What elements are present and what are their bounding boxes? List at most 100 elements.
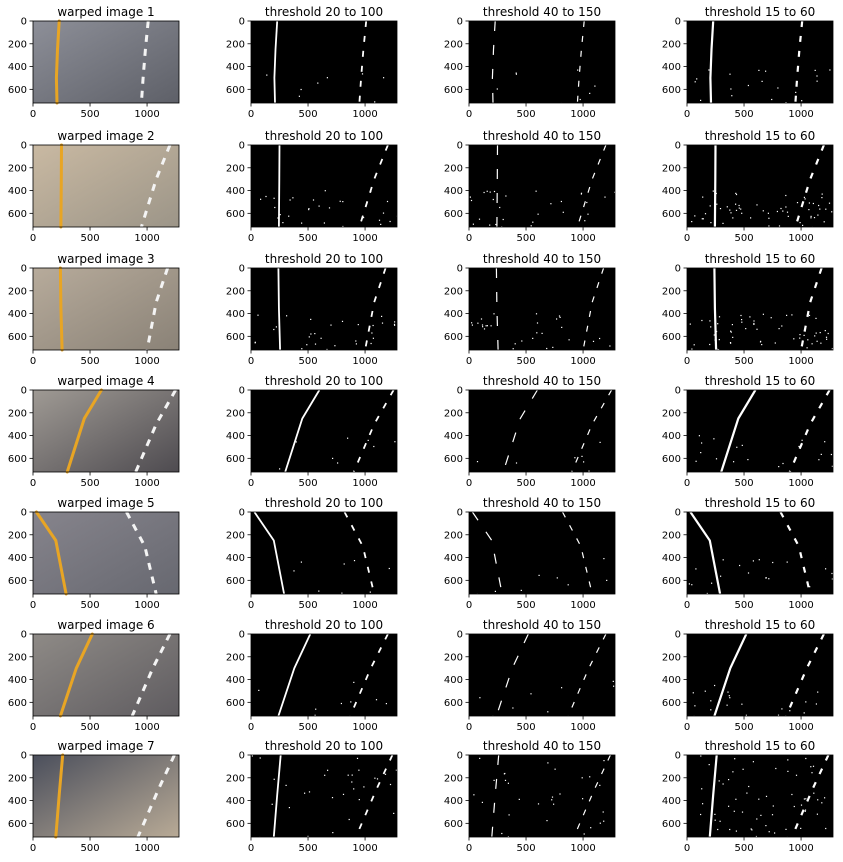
binary-background <box>687 145 833 227</box>
panel-r5-c3: threshold 40 to 150 0 500 1000 0 200 400 600 <box>444 496 616 611</box>
noise-pixel <box>560 200 562 203</box>
noise-pixel <box>386 200 389 203</box>
noise-pixel <box>702 218 704 220</box>
noise-pixel <box>747 572 750 574</box>
axes-frame <box>468 20 616 104</box>
panel-title: threshold 20 to 100 <box>265 618 383 632</box>
noise-pixel <box>735 203 737 205</box>
binary-background <box>469 755 615 837</box>
x-tick-label: 500 <box>298 600 317 611</box>
noise-pixel <box>351 774 353 776</box>
noise-pixel <box>547 711 549 713</box>
y-tick-label: 200 <box>226 652 245 663</box>
y-tick-label: 600 <box>8 332 27 343</box>
noise-pixel <box>768 831 770 833</box>
axes-frame <box>250 511 398 595</box>
panel-title: warped image 6 <box>57 618 154 632</box>
noise-pixel <box>789 710 791 712</box>
x-tick-label: 0 <box>684 722 690 733</box>
noise-pixel <box>295 441 297 443</box>
panel-title: warped image 5 <box>57 496 154 510</box>
panel-r5-c2: threshold 20 to 100 0 500 1000 0 200 400 600 <box>226 496 398 611</box>
x-tick-label: 0 <box>684 600 690 611</box>
y-tick-label: 400 <box>226 309 245 320</box>
noise-pixel <box>599 784 601 786</box>
noise-pixel <box>805 798 807 800</box>
noise-pixel <box>814 335 816 337</box>
noise-pixel <box>603 558 605 560</box>
noise-pixel <box>786 314 788 316</box>
noise-pixel <box>824 797 826 799</box>
y-tick-label: 400 <box>662 186 681 197</box>
panel-r7-c1: warped image 7 0 500 1000 0 200 400 600 <box>8 739 180 854</box>
x-tick-label: 500 <box>516 478 535 489</box>
noise-pixel <box>751 829 753 831</box>
noise-pixel <box>709 205 711 207</box>
noise-pixel <box>530 225 532 227</box>
axes-frame <box>468 389 616 473</box>
noise-pixel <box>738 207 740 209</box>
noise-pixel <box>286 315 288 317</box>
noise-pixel <box>293 570 295 572</box>
noise-pixel <box>483 191 485 194</box>
noise-pixel <box>741 319 743 321</box>
panel-r5-c4: threshold 15 to 60 0 500 1000 0 200 400 600 <box>662 496 834 611</box>
x-tick-label: 500 <box>734 478 753 489</box>
noise-pixel <box>357 324 359 326</box>
noise-pixel <box>514 343 516 345</box>
axes-frame <box>32 633 180 717</box>
panel-r2-c2: threshold 20 to 100 0 500 1000 0 200 400 600 <box>226 129 398 244</box>
noise-pixel <box>755 835 757 838</box>
x-tick-label: 0 <box>684 356 690 367</box>
panel-title: warped image 7 <box>57 739 154 753</box>
y-tick-label: 200 <box>444 652 463 663</box>
noise-pixel <box>693 344 695 346</box>
left-lane-edge <box>277 633 312 717</box>
noise-pixel <box>369 591 371 593</box>
noise-pixel <box>820 453 822 455</box>
noise-pixel <box>808 314 811 316</box>
noise-pixel <box>827 332 829 335</box>
noise-pixel <box>367 439 369 441</box>
yellow-lane-line <box>65 388 103 474</box>
noise-pixel <box>812 202 814 205</box>
y-tick-label: 200 <box>226 39 245 50</box>
noise-pixel <box>507 782 509 784</box>
panel-r6-c1: warped image 6 0 500 1000 0 200 400 600 <box>8 618 180 733</box>
panel-title: warped image 2 <box>57 129 154 143</box>
x-tick-label: 1000 <box>570 478 595 489</box>
noise-pixel <box>696 78 698 80</box>
y-tick-label: 400 <box>444 796 463 807</box>
y-tick-label: 400 <box>8 431 27 442</box>
noise-pixel <box>778 225 781 227</box>
y-tick-label: 0 <box>21 508 27 519</box>
noise-pixel <box>747 84 749 87</box>
noise-pixel <box>694 215 696 217</box>
noise-pixel <box>815 332 817 334</box>
noise-pixel <box>385 703 387 705</box>
noise-pixel <box>599 822 601 824</box>
noise-pixel <box>603 760 605 762</box>
noise-pixel <box>535 190 537 192</box>
noise-pixel <box>814 69 816 71</box>
panel-r2-c1: warped image 2 0 500 1000 0 200 400 600 <box>8 129 180 244</box>
noise-pixel <box>328 207 331 209</box>
noise-pixel <box>318 205 320 207</box>
noise-pixel <box>801 100 803 102</box>
left-lane-edge <box>253 511 285 595</box>
y-tick-label: 600 <box>662 576 681 587</box>
noise-pixel <box>803 798 805 800</box>
axes-frame <box>32 20 180 104</box>
noise-pixel <box>700 813 702 816</box>
noise-pixel <box>604 196 606 198</box>
x-tick-label: 0 <box>466 600 472 611</box>
noise-pixel <box>700 755 702 757</box>
noise-pixel <box>732 336 734 338</box>
noise-pixel <box>691 584 693 586</box>
noise-pixel <box>771 98 773 101</box>
noise-pixel <box>381 315 383 317</box>
left-lane-edge <box>278 144 281 228</box>
panel-r7-c4: threshold 15 to 60 0 500 1000 0 200 400 600 <box>662 739 834 854</box>
y-tick-label: 600 <box>8 698 27 709</box>
noise-pixel <box>758 69 760 71</box>
